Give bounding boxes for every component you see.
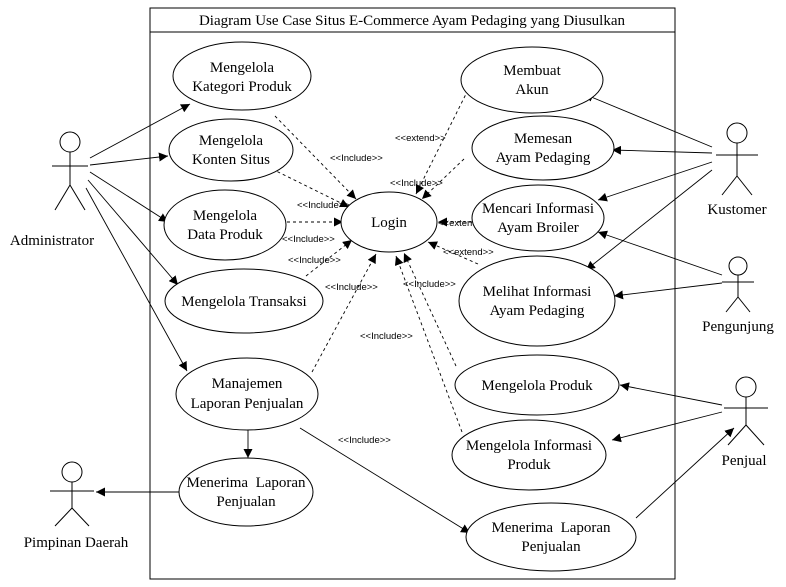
svg-text:Login: Login	[371, 215, 407, 231]
usecase-menerima-laporan-penjualan-pimpinan: Menerima Laporan Penjualan	[178, 457, 314, 527]
include-manajemen-login	[311, 253, 377, 373]
svg-text:Mencari Informasi: Mencari Informasi	[482, 201, 594, 217]
svg-text:Ayam Pedaging: Ayam Pedaging	[490, 303, 585, 319]
label-include-manajemen: <<Include>>	[325, 282, 378, 293]
usecase-mengelola-produk: Mengelola Produk	[454, 354, 620, 416]
actor-kustomer: Kustomer	[707, 122, 767, 218]
svg-text:Kategori Produk: Kategori Produk	[192, 79, 292, 95]
assoc-menerima-penjual	[635, 427, 735, 519]
svg-text:Ayam Pedaging: Ayam Pedaging	[496, 150, 591, 166]
svg-text:Laporan Penjualan: Laporan Penjualan	[191, 396, 304, 412]
label-include-kategori: <<Include>>	[330, 153, 383, 164]
svg-text:Memesan: Memesan	[514, 131, 573, 147]
usecase-mengelola-data-produk: Mengelola Data Produk	[163, 189, 287, 261]
assoc-penjual-info-produk	[611, 411, 723, 443]
usecase-login: Login	[340, 191, 438, 253]
svg-text:Produk: Produk	[507, 457, 551, 473]
dependencies	[271, 89, 479, 433]
include-memesan-login	[421, 158, 465, 200]
assoc-kustomer-akun	[583, 93, 713, 148]
label-include-memesan: <<Include>>	[390, 178, 443, 189]
assoc-kustomer-melihat	[585, 169, 713, 271]
svg-text:Melihat Informasi: Melihat Informasi	[483, 284, 592, 300]
svg-text:Mengelola: Mengelola	[210, 60, 274, 76]
usecase-mengelola-konten-situs: Mengelola Konten Situs	[168, 118, 294, 182]
actor-administrator: Administrator	[10, 131, 94, 249]
relation-labels: <<Include>> <<Include>> <<Include>> <<In…	[282, 133, 494, 446]
associations	[85, 93, 735, 534]
label-include-produk: <<Include>>	[403, 279, 456, 290]
assoc-manajemen-menerima-penjual	[299, 427, 471, 534]
svg-text:Mengelola: Mengelola	[193, 208, 257, 224]
svg-text:Ayam Broiler: Ayam Broiler	[497, 220, 579, 236]
assoc-penjual-produk	[619, 382, 723, 406]
svg-text:Mengelola: Mengelola	[199, 133, 263, 149]
label-extend-mencari: <<extend>>	[438, 218, 489, 229]
svg-text:Membuat: Membuat	[503, 63, 561, 79]
svg-text:Menerima Laporan: Menerima Laporan	[491, 520, 611, 536]
label-include-data-produk: <<Include>>	[282, 234, 335, 245]
label-include-transaksi: <<Include>>	[288, 255, 341, 266]
usecase-mengelola-kategori-produk: Mengelola Kategori Produk	[172, 41, 312, 111]
svg-text:Mengelola Produk: Mengelola Produk	[481, 378, 593, 394]
label-include-menerima-penjual: <<Include>>	[338, 435, 391, 446]
actor-penjual: Penjual	[722, 376, 768, 469]
usecase-menerima-laporan-penjualan-penjual: Menerima Laporan Penjualan	[465, 502, 637, 572]
actor-label-administrator: Administrator	[10, 233, 94, 249]
assoc-admin-konten	[89, 152, 169, 166]
svg-text:Menerima Laporan: Menerima Laporan	[186, 475, 306, 491]
actor-label-pengunjung: Pengunjung	[702, 319, 774, 335]
label-extend-melihat: <<extend>>	[443, 247, 494, 258]
include-kategori-login	[274, 115, 357, 200]
usecase-manajemen-laporan-penjualan: Manajemen Laporan Penjualan	[175, 357, 319, 431]
assoc-pengunjung-mencari	[597, 230, 723, 276]
actor-pengunjung: Pengunjung	[702, 256, 774, 335]
system-title: Diagram Use Case Situs E-Commerce Ayam P…	[199, 13, 626, 29]
usecase-membuat-akun: Membuat Akun	[460, 46, 604, 114]
use-cases: Mengelola Kategori Produk Mengelola Kont…	[163, 41, 637, 572]
assoc-pengunjung-melihat	[613, 282, 723, 300]
usecase-mengelola-transaksi: Mengelola Transaksi	[164, 268, 324, 334]
assoc-admin-data-produk	[89, 171, 169, 223]
actor-label-penjual: Penjual	[722, 453, 767, 469]
assoc-admin-transaksi	[87, 179, 179, 286]
assoc-kustomer-memesan	[611, 145, 713, 155]
label-include-info-produk: <<Include>>	[360, 331, 413, 342]
assoc-admin-manajemen	[85, 187, 188, 372]
usecase-memesan-ayam-pedaging: Memesan Ayam Pedaging	[471, 115, 615, 181]
usecase-mencari-informasi-ayam-broiler: Mencari Informasi Ayam Broiler	[471, 184, 605, 252]
actor-label-kustomer: Kustomer	[707, 202, 766, 218]
assoc-kustomer-mencari	[597, 161, 713, 202]
assoc-admin-kategori	[89, 103, 191, 159]
system-boundary: Diagram Use Case Situs E-Commerce Ayam P…	[149, 7, 676, 580]
include-info-produk-login	[394, 255, 463, 433]
svg-text:Mengelola Informasi: Mengelola Informasi	[466, 438, 592, 454]
actor-label-pimpinan-daerah: Pimpinan Daerah	[24, 535, 129, 551]
include-produk-login	[403, 252, 457, 367]
include-konten-login	[271, 168, 350, 208]
include-transaksi-login	[305, 239, 353, 277]
svg-text:Mengelola Transaksi: Mengelola Transaksi	[181, 294, 306, 310]
svg-text:Konten Situs: Konten Situs	[192, 152, 270, 168]
svg-text:Data Produk: Data Produk	[187, 227, 263, 243]
svg-text:Penjualan: Penjualan	[521, 539, 581, 555]
svg-text:Akun: Akun	[515, 82, 549, 98]
usecase-melihat-informasi-ayam-pedaging: Melihat Informasi Ayam Pedaging	[458, 255, 616, 347]
label-extend-akun: <<extend>>	[395, 133, 446, 144]
svg-text:Manajemen: Manajemen	[212, 376, 283, 392]
actor-pimpinan-daerah: Pimpinan Daerah	[24, 461, 129, 551]
usecase-mengelola-informasi-produk: Mengelola Informasi Produk	[451, 419, 607, 491]
svg-text:Penjualan: Penjualan	[216, 494, 276, 510]
extend-akun-login	[415, 89, 469, 195]
label-include-konten: <<Include>>	[297, 200, 350, 211]
